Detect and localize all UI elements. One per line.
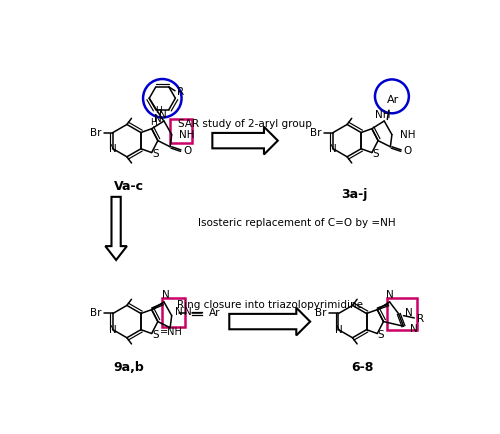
Text: S: S <box>378 330 384 340</box>
Text: O: O <box>183 146 192 156</box>
Polygon shape <box>106 197 127 260</box>
Text: Isosteric replacement of C=O by =NH: Isosteric replacement of C=O by =NH <box>198 218 396 228</box>
Text: Ar: Ar <box>388 95 400 105</box>
Text: O: O <box>404 146 411 156</box>
Text: Br: Br <box>90 128 102 138</box>
Text: R: R <box>418 314 424 324</box>
Text: N: N <box>184 307 192 317</box>
Text: S: S <box>152 149 159 159</box>
Text: N: N <box>410 324 418 334</box>
Bar <box>162 298 185 327</box>
Text: =NH: =NH <box>160 327 183 337</box>
Text: N: N <box>162 290 170 300</box>
Text: S: S <box>152 330 159 340</box>
Text: NH: NH <box>400 130 415 140</box>
Text: 6-8: 6-8 <box>352 361 374 374</box>
Text: N: N <box>334 326 342 335</box>
Text: Ar: Ar <box>208 308 220 318</box>
Polygon shape <box>230 308 310 335</box>
Text: N: N <box>109 326 117 335</box>
Text: N: N <box>158 110 166 120</box>
Text: S: S <box>372 149 379 159</box>
Text: N: N <box>329 145 337 155</box>
Text: R: R <box>176 86 184 96</box>
Text: NH: NH <box>180 130 195 140</box>
Text: Br: Br <box>90 309 102 319</box>
Polygon shape <box>212 127 278 155</box>
Text: Ring closure into triazolopyrimidine: Ring closure into triazolopyrimidine <box>176 299 362 309</box>
Text: N: N <box>175 307 182 317</box>
Text: N: N <box>386 290 394 300</box>
Text: H: H <box>150 118 156 127</box>
Text: H: H <box>155 106 162 115</box>
Bar <box>388 298 416 330</box>
Text: N: N <box>109 145 117 155</box>
Text: SAR study of 2-aryl group: SAR study of 2-aryl group <box>178 118 312 129</box>
Text: N: N <box>154 114 162 124</box>
Text: N: N <box>405 308 413 318</box>
Text: 3a-j: 3a-j <box>342 188 368 201</box>
Text: NH: NH <box>375 110 390 120</box>
Text: Va-c: Va-c <box>114 181 144 193</box>
Text: Br: Br <box>316 309 327 319</box>
Text: 9a,b: 9a,b <box>114 361 144 374</box>
Bar <box>170 119 192 142</box>
Text: Br: Br <box>310 128 322 138</box>
